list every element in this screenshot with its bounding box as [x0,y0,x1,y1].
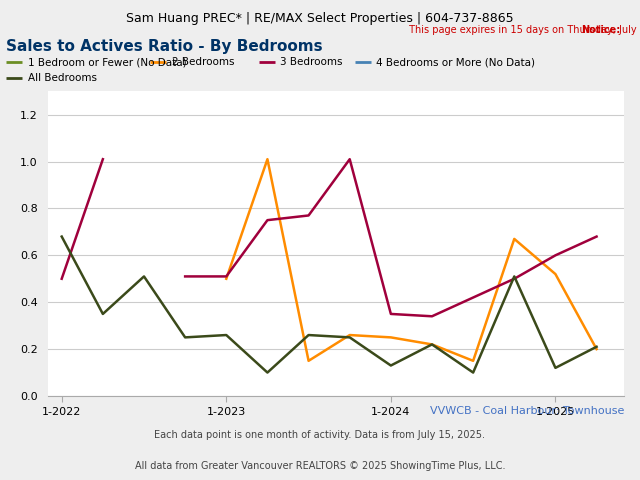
Text: Sam Huang PREC* | RE/MAX Select Properties | 604-737-8865: Sam Huang PREC* | RE/MAX Select Properti… [126,12,514,25]
Text: 4 Bedrooms or More (No Data): 4 Bedrooms or More (No Data) [376,58,535,67]
Text: Each data point is one month of activity. Data is from July 15, 2025.: Each data point is one month of activity… [154,430,486,440]
Text: 2 Bedrooms: 2 Bedrooms [172,58,234,67]
Text: This page expires in 15 days on Thursday, July 31, 2025.: This page expires in 15 days on Thursday… [406,25,640,35]
Text: Notice:: Notice: [582,25,621,35]
Text: Sales to Actives Ratio - By Bedrooms: Sales to Actives Ratio - By Bedrooms [6,39,323,54]
Text: 1 Bedroom or Fewer (No Data): 1 Bedroom or Fewer (No Data) [28,58,186,67]
Text: VVWCB - Coal Harbour: Townhouse: VVWCB - Coal Harbour: Townhouse [429,406,624,416]
Text: 3 Bedrooms: 3 Bedrooms [280,58,343,67]
Text: All data from Greater Vancouver REALTORS © 2025 ShowingTime Plus, LLC.: All data from Greater Vancouver REALTORS… [135,461,505,471]
Text: All Bedrooms: All Bedrooms [28,73,97,83]
